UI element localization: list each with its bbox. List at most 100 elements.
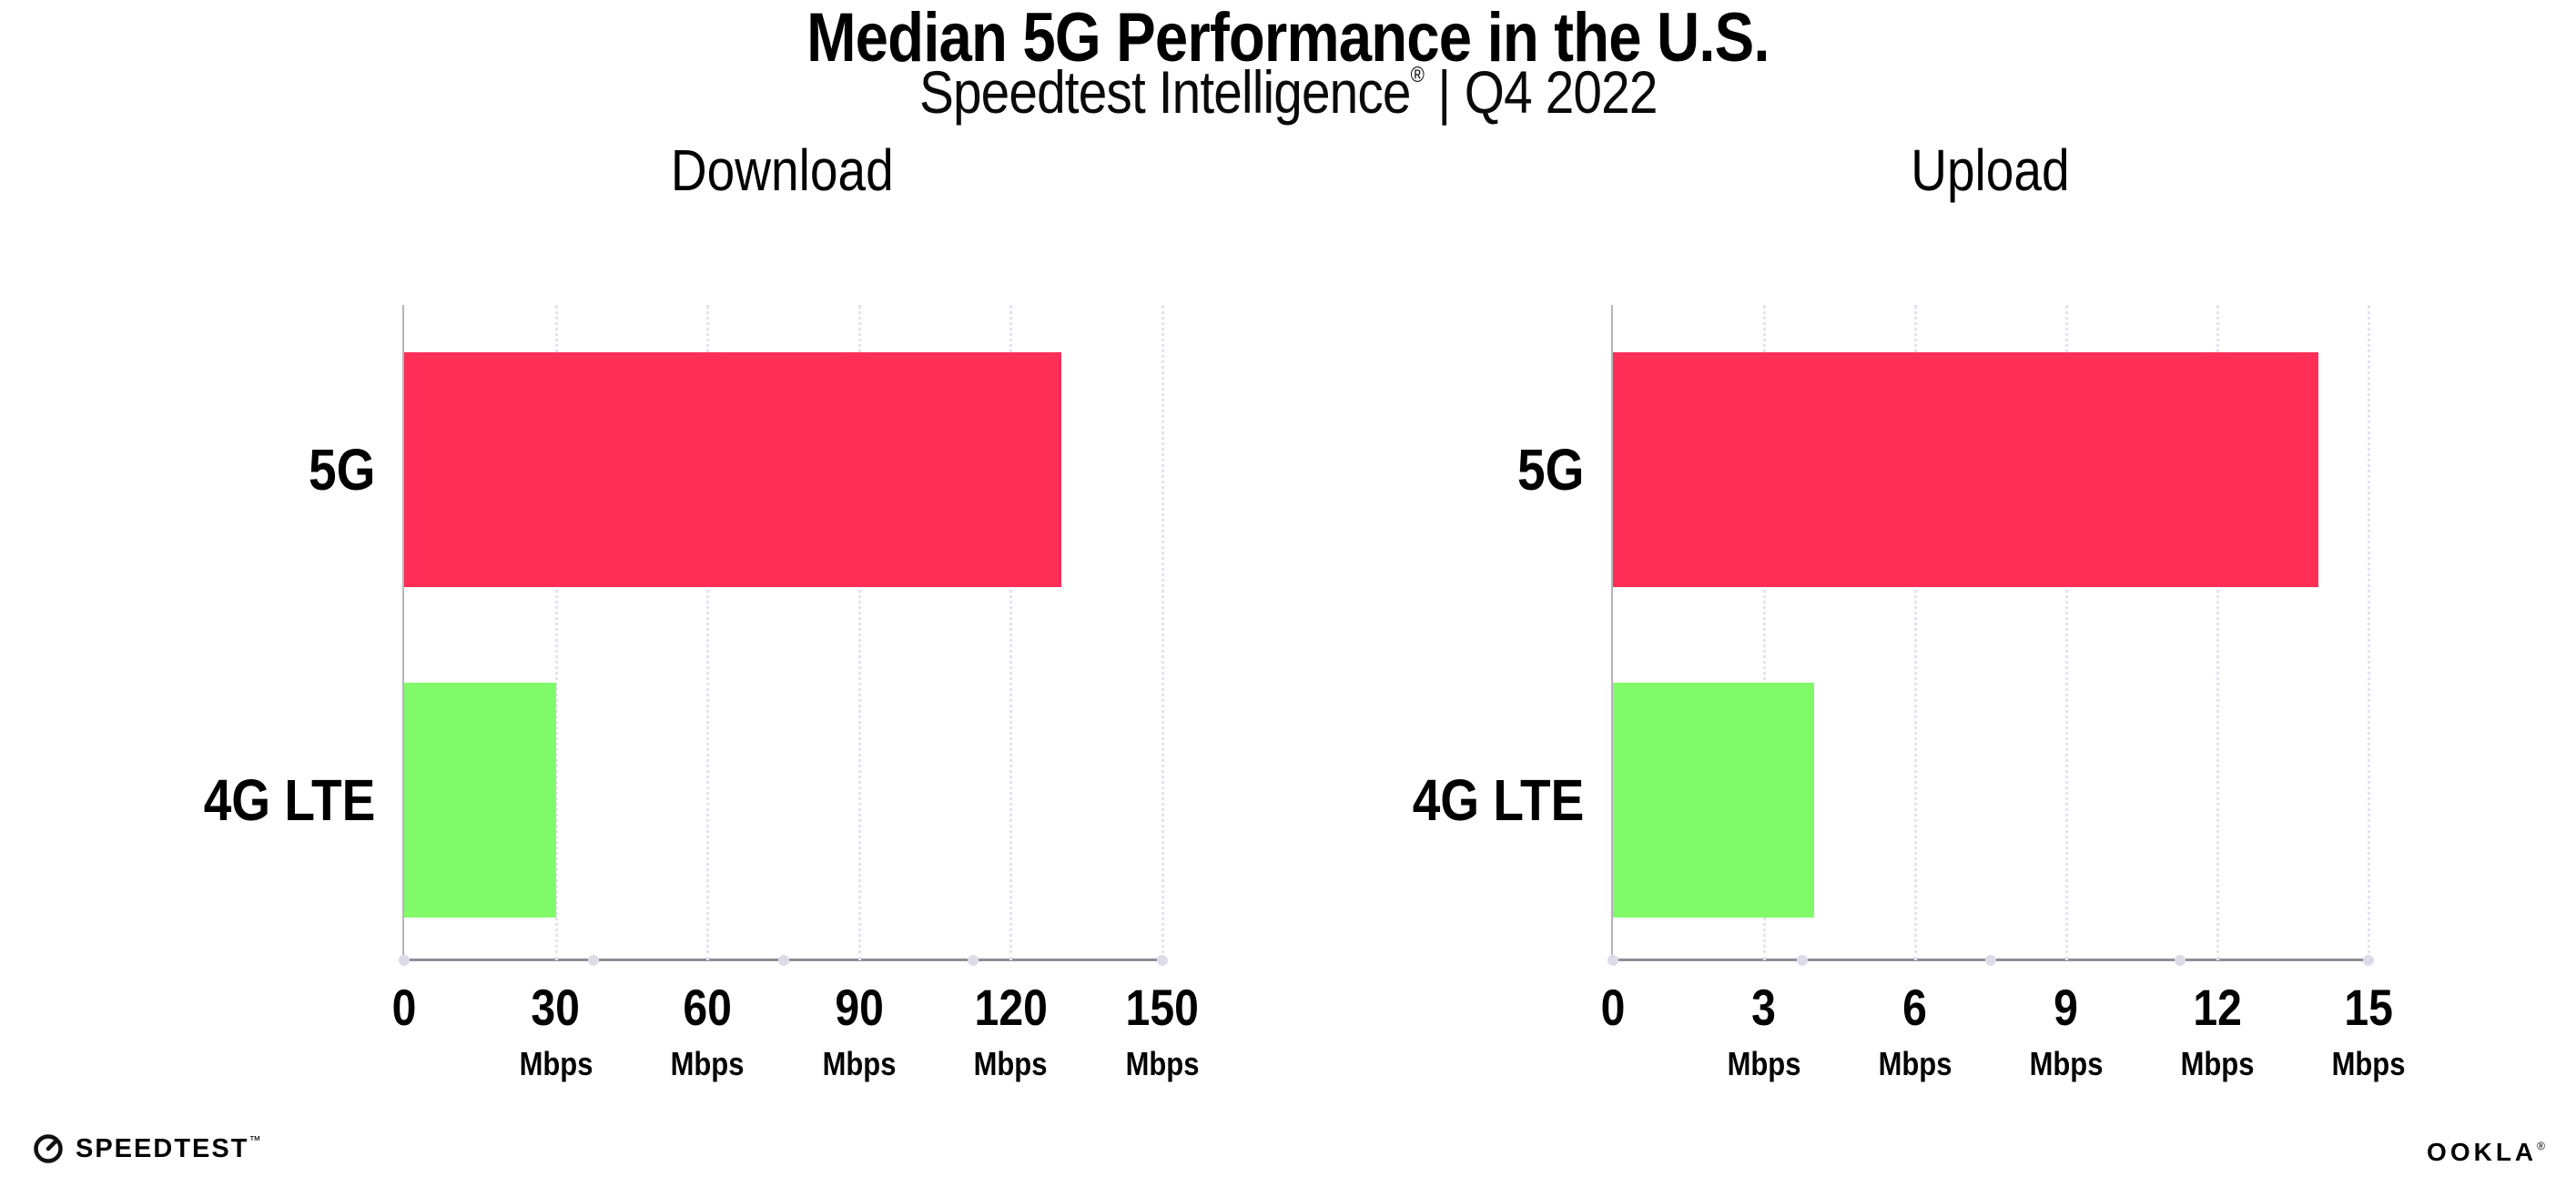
x-tick-value-text: 0 (1600, 979, 1626, 1036)
x-tick-unit (1598, 1048, 1627, 1080)
axis-tick-dot (399, 955, 410, 966)
bar-5g (1613, 352, 2318, 587)
gridline (706, 305, 710, 960)
download-chart-body: 5G 4G LTE 0 30 Mbps 60 Mbps 90 Mbps 120 Mbps 150 Mb… (149, 305, 1199, 1080)
x-tick-unit: Mbps (664, 1048, 750, 1080)
subtitle-brand: Speedtest Intelligence (918, 58, 1411, 126)
ookla-label: OOKLA (2427, 1138, 2538, 1166)
x-tick-value: 60 (664, 982, 750, 1033)
gridline (1763, 305, 1766, 960)
gridline (2216, 305, 2219, 960)
category-label: 5G (1358, 352, 1584, 587)
category-label-text: 4G LTE (1412, 767, 1584, 833)
x-tick-unit-text: Mbps (2331, 1045, 2406, 1082)
x-tick: 6 Mbps (1872, 982, 1958, 1080)
category-label-text: 5G (308, 437, 375, 502)
x-tick-value: 90 (816, 982, 902, 1033)
subtitle-period: Q4 2022 (1464, 58, 1658, 126)
registered-mark: ® (1410, 63, 1424, 87)
gridline (554, 305, 558, 960)
x-tick-value: 15 (2326, 982, 2411, 1033)
category-label: 5G (149, 352, 375, 587)
download-chart-title: Download (402, 137, 1162, 204)
x-tick-unit: Mbps (816, 1048, 902, 1080)
x-tick-unit: Mbps (2023, 1048, 2109, 1080)
speedtest-wordmark: SPEEDTEST™ (76, 1133, 260, 1164)
x-tick-unit: Mbps (1120, 1048, 1205, 1080)
x-tick-unit (390, 1048, 418, 1080)
x-tick-unit-text: Mbps (1727, 1045, 1801, 1082)
bar-5g (404, 352, 1061, 587)
x-tick-value: 150 (1120, 982, 1205, 1033)
registered-symbol: ® (2537, 1140, 2545, 1152)
x-tick: 0 (1598, 982, 1627, 1080)
x-tick-unit-text: Mbps (2180, 1045, 2255, 1082)
x-tick-unit: Mbps (2326, 1048, 2411, 1080)
x-tick-value-text: 150 (1125, 979, 1200, 1036)
ookla-logo: OOKLA® (2427, 1138, 2545, 1167)
upload-plot-area: 0 3 Mbps 6 Mbps 9 Mbps 12 Mbps 15 Mbps (1601, 305, 2405, 1080)
x-tick-value-text: 90 (835, 979, 884, 1036)
category-label-text: 4G LTE (203, 767, 375, 833)
x-tick-value-text: 12 (2193, 979, 2242, 1036)
x-tick-unit-text: Mbps (2029, 1045, 2104, 1082)
bar-4g-lte (404, 683, 556, 918)
x-tick: 12 Mbps (2175, 982, 2260, 1080)
download-y-axis-labels: 5G 4G LTE (149, 305, 402, 960)
x-tick-unit: Mbps (1872, 1048, 1958, 1080)
x-tick: 0 (390, 982, 418, 1080)
axis-tick-dot (1607, 955, 1618, 966)
x-tick-value: 120 (968, 982, 1053, 1033)
x-tick-value-text: 6 (1902, 979, 1928, 1036)
page-title: Median 5G Performance in the U.S. (0, 2, 2576, 75)
x-tick-value-text: 9 (2054, 979, 2079, 1036)
x-tick-unit: Mbps (513, 1048, 599, 1080)
upload-chart: Upload 5G 4G LTE 0 3 Mbps 6 Mbps 9 Mbps 12 Mbps 15… (1358, 137, 2405, 1120)
gridline (1161, 305, 1164, 960)
x-tick-value: 30 (513, 982, 599, 1033)
x-tick-value: 6 (1872, 982, 1958, 1033)
x-tick-unit: Mbps (968, 1048, 1053, 1080)
upload-chart-title-text: Upload (1910, 137, 2070, 203)
gridline (1914, 305, 1917, 960)
upload-chart-title: Upload (1611, 137, 2368, 204)
download-chart-title-text: Download (671, 137, 894, 203)
download-chart: Download 5G 4G LTE 0 30 Mbps 60 Mbps 90 Mbps 120… (149, 137, 1199, 1120)
axis-tick-dot (588, 955, 600, 966)
x-tick-unit-text: Mbps (519, 1045, 593, 1082)
x-tick: 30 Mbps (513, 982, 599, 1080)
axis-tick-dot (1985, 955, 1996, 966)
x-tick-value-text: 0 (391, 979, 417, 1036)
axis-tick-dot (1796, 955, 1808, 966)
x-tick-unit: Mbps (1721, 1048, 1807, 1080)
download-plot-area: 0 30 Mbps 60 Mbps 90 Mbps 120 Mbps 150 Mbps (392, 305, 1199, 1080)
x-tick: 9 Mbps (2023, 982, 2109, 1080)
gridline (857, 305, 861, 960)
x-tick-value: 9 (2023, 982, 2109, 1033)
speedtest-label: SPEEDTEST (76, 1134, 249, 1163)
trademark-symbol: ™ (248, 1133, 261, 1147)
x-tick-value-text: 30 (531, 979, 581, 1036)
category-label: 4G LTE (149, 683, 375, 918)
subtitle-separator: | (1437, 58, 1451, 126)
page-title-text: Median 5G Performance in the U.S. (806, 0, 1770, 76)
x-tick-value-text: 3 (1751, 979, 1777, 1036)
x-tick-value-text: 120 (974, 979, 1048, 1036)
page-subtitle: Speedtest Intelligence® | Q4 2022 (0, 58, 2576, 127)
x-tick-unit-text: Mbps (822, 1045, 897, 1082)
download-x-ticks: 0 30 Mbps 60 Mbps 90 Mbps 120 Mbps 150 Mbps (392, 982, 1200, 1128)
category-label-text: 5G (1516, 437, 1584, 502)
bar-4g-lte (1613, 683, 1815, 918)
speedtest-gauge-icon (34, 1134, 63, 1163)
upload-y-axis-labels: 5G 4G LTE (1358, 305, 1611, 960)
x-tick-value: 0 (1598, 982, 1627, 1033)
x-tick-unit-text: Mbps (1125, 1045, 1200, 1082)
x-tick-value-text: 60 (683, 979, 732, 1036)
x-tick-unit-text: Mbps (670, 1045, 745, 1082)
x-tick-value: 3 (1721, 982, 1807, 1033)
x-tick: 3 Mbps (1721, 982, 1807, 1080)
x-tick-value: 0 (390, 982, 418, 1033)
page-subtitle-text: Speedtest Intelligence® | Q4 2022 (919, 58, 1658, 127)
axis-tick-dot (2174, 955, 2186, 966)
x-tick-value-text: 15 (2344, 979, 2393, 1036)
